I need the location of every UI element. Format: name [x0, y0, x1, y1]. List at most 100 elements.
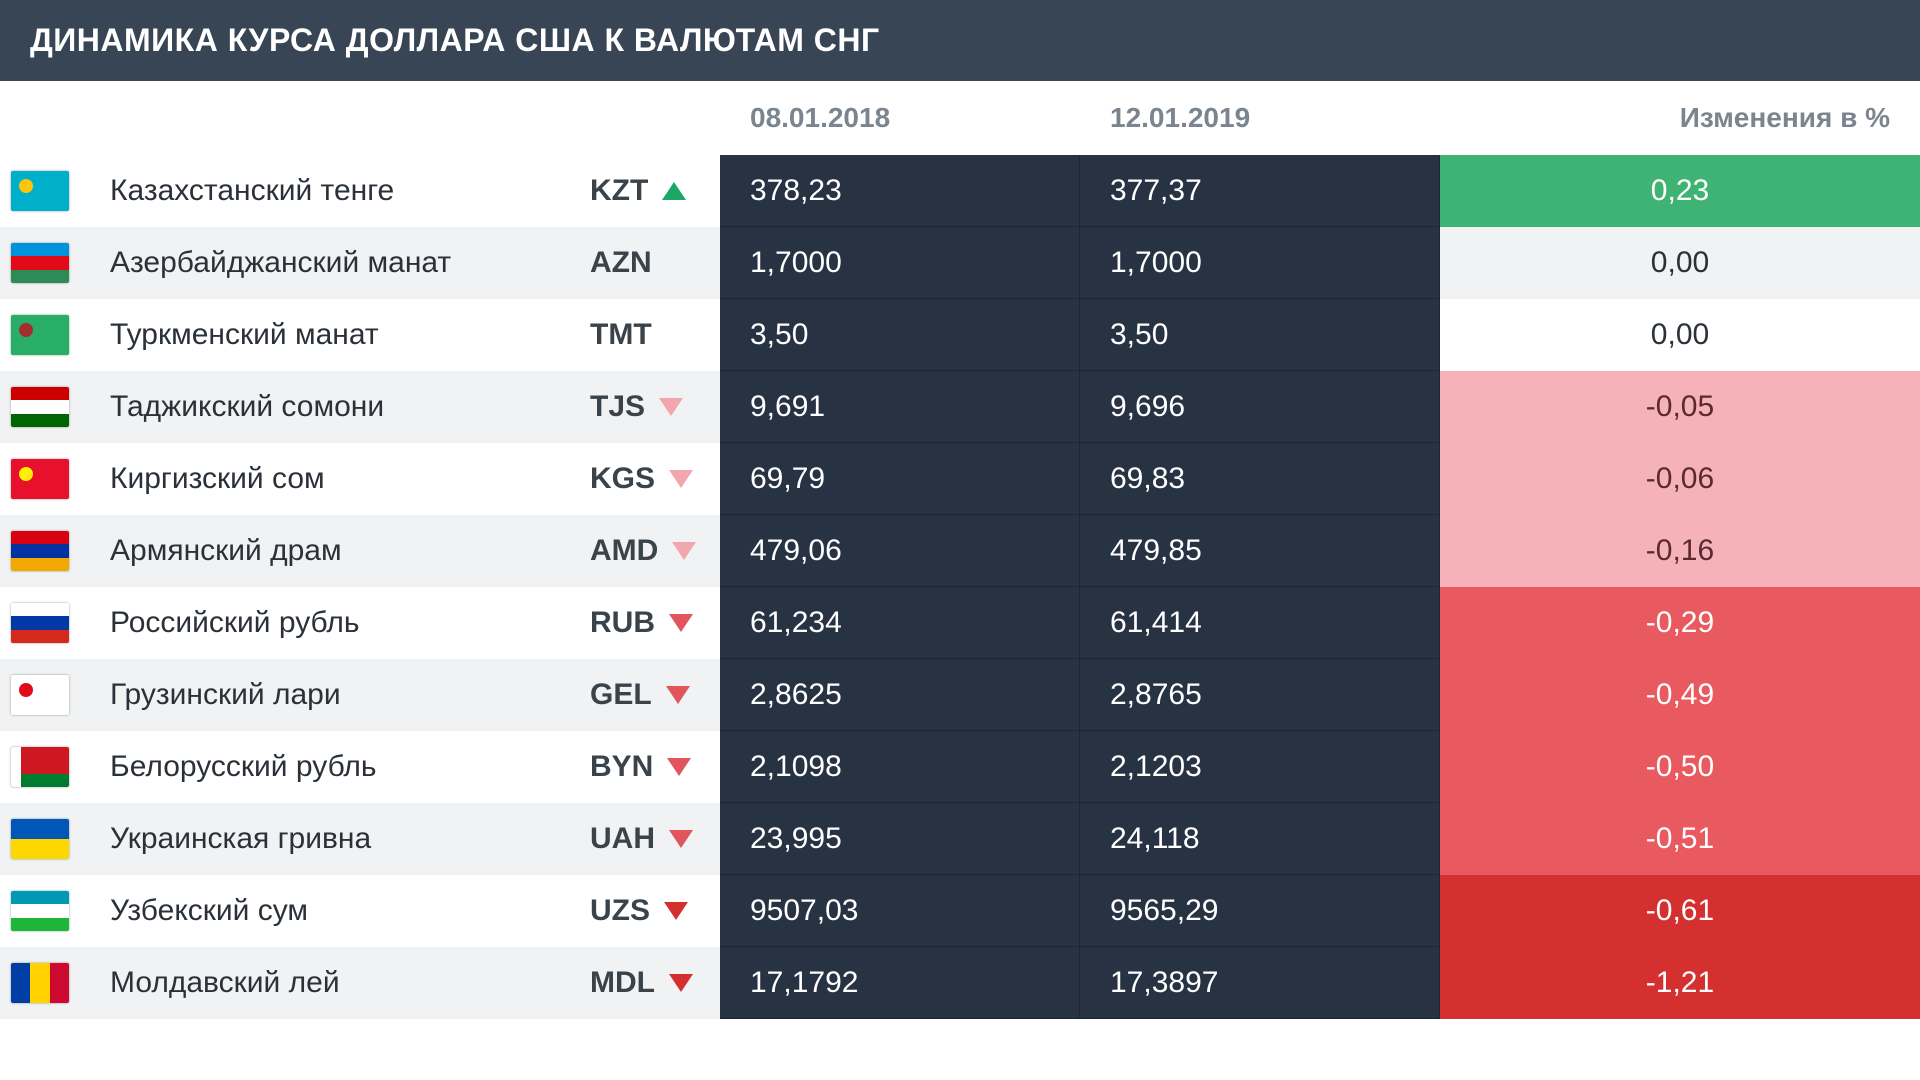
currency-code: RUB [560, 587, 720, 659]
change-percent: 0,00 [1440, 299, 1920, 371]
flag-icon [0, 227, 80, 299]
value-date2: 69,83 [1080, 443, 1440, 515]
arrow-down-icon [669, 830, 693, 848]
value-date1: 69,79 [720, 443, 1080, 515]
arrow-down-icon [664, 902, 688, 920]
flag-icon [0, 587, 80, 659]
value-date1: 23,995 [720, 803, 1080, 875]
change-percent: -0,51 [1440, 803, 1920, 875]
arrow-down-icon [667, 758, 691, 776]
arrow-up-icon [662, 182, 686, 200]
currency-code: MDL [560, 947, 720, 1019]
flag-icon [0, 947, 80, 1019]
flag-icon [0, 659, 80, 731]
currency-code: UAH [560, 803, 720, 875]
currency-code: TJS [560, 371, 720, 443]
value-date1: 3,50 [720, 299, 1080, 371]
currency-name: Грузинский лари [80, 659, 560, 731]
table-row: Молдавский лейMDL17,179217,3897-1,21 [0, 947, 1920, 1019]
table-row: Казахстанский тенгеKZT378,23377,370,23 [0, 155, 1920, 227]
table-row: Грузинский лариGEL2,86252,8765-0,49 [0, 659, 1920, 731]
change-percent: -0,06 [1440, 443, 1920, 515]
arrow-down-icon [672, 542, 696, 560]
value-date2: 61,414 [1080, 587, 1440, 659]
change-percent: -0,05 [1440, 371, 1920, 443]
flag-icon [0, 515, 80, 587]
table-row: Украинская гривнаUAH23,99524,118-0,51 [0, 803, 1920, 875]
value-date1: 378,23 [720, 155, 1080, 227]
value-date1: 9,691 [720, 371, 1080, 443]
table-row: Туркменский манатTMT3,503,500,00 [0, 299, 1920, 371]
currency-name: Азербайджанский манат [80, 227, 560, 299]
currency-code: KZT [560, 155, 720, 227]
currency-name: Белорусский рубль [80, 731, 560, 803]
value-date2: 3,50 [1080, 299, 1440, 371]
currency-name: Узбекский сум [80, 875, 560, 947]
flag-icon [0, 299, 80, 371]
flag-icon [0, 371, 80, 443]
change-percent: -0,29 [1440, 587, 1920, 659]
currency-code: BYN [560, 731, 720, 803]
value-date2: 2,1203 [1080, 731, 1440, 803]
value-date2: 479,85 [1080, 515, 1440, 587]
value-date1: 1,7000 [720, 227, 1080, 299]
table-header: 08.01.2018 12.01.2019 Изменения в % [0, 81, 1920, 155]
table-row: Белорусский рубльBYN2,10982,1203-0,50 [0, 731, 1920, 803]
table-row: Азербайджанский манатAZN1,70001,70000,00 [0, 227, 1920, 299]
flag-icon [0, 443, 80, 515]
currency-name: Туркменский манат [80, 299, 560, 371]
table-row: Российский рубльRUB61,23461,414-0,29 [0, 587, 1920, 659]
value-date1: 2,8625 [720, 659, 1080, 731]
currency-code: AMD [560, 515, 720, 587]
value-date2: 377,37 [1080, 155, 1440, 227]
currency-name: Молдавский лей [80, 947, 560, 1019]
change-percent: -0,49 [1440, 659, 1920, 731]
value-date1: 9507,03 [720, 875, 1080, 947]
flag-icon [0, 155, 80, 227]
change-percent: 0,23 [1440, 155, 1920, 227]
page-title: ДИНАМИКА КУРСА ДОЛЛАРА США К ВАЛЮТАМ СНГ [0, 0, 1920, 81]
change-percent: -1,21 [1440, 947, 1920, 1019]
flag-icon [0, 731, 80, 803]
arrow-down-icon [659, 398, 683, 416]
currency-code: UZS [560, 875, 720, 947]
value-date2: 17,3897 [1080, 947, 1440, 1019]
currency-code: GEL [560, 659, 720, 731]
header-date2: 12.01.2019 [1080, 102, 1440, 134]
arrow-down-icon [669, 974, 693, 992]
change-percent: 0,00 [1440, 227, 1920, 299]
currency-table: Казахстанский тенгеKZT378,23377,370,23Аз… [0, 155, 1920, 1019]
table-row: Киргизский сомKGS69,7969,83-0,06 [0, 443, 1920, 515]
header-date1: 08.01.2018 [720, 102, 1080, 134]
currency-name: Таджикский сомони [80, 371, 560, 443]
header-change: Изменения в % [1440, 102, 1920, 134]
value-date2: 1,7000 [1080, 227, 1440, 299]
value-date1: 17,1792 [720, 947, 1080, 1019]
value-date2: 9,696 [1080, 371, 1440, 443]
value-date1: 479,06 [720, 515, 1080, 587]
change-percent: -0,61 [1440, 875, 1920, 947]
value-date2: 24,118 [1080, 803, 1440, 875]
table-row: Армянский драмAMD479,06479,85-0,16 [0, 515, 1920, 587]
arrow-down-icon [666, 686, 690, 704]
value-date2: 9565,29 [1080, 875, 1440, 947]
currency-code: TMT [560, 299, 720, 371]
currency-name: Казахстанский тенге [80, 155, 560, 227]
value-date1: 61,234 [720, 587, 1080, 659]
arrow-down-icon [669, 470, 693, 488]
currency-name: Армянский драм [80, 515, 560, 587]
value-date1: 2,1098 [720, 731, 1080, 803]
currency-code: KGS [560, 443, 720, 515]
currency-name: Российский рубль [80, 587, 560, 659]
change-percent: -0,16 [1440, 515, 1920, 587]
flag-icon [0, 875, 80, 947]
value-date2: 2,8765 [1080, 659, 1440, 731]
change-percent: -0,50 [1440, 731, 1920, 803]
table-row: Таджикский сомониTJS9,6919,696-0,05 [0, 371, 1920, 443]
currency-name: Украинская гривна [80, 803, 560, 875]
currency-name: Киргизский сом [80, 443, 560, 515]
table-row: Узбекский сумUZS9507,039565,29-0,61 [0, 875, 1920, 947]
currency-code: AZN [560, 227, 720, 299]
flag-icon [0, 803, 80, 875]
arrow-down-icon [669, 614, 693, 632]
